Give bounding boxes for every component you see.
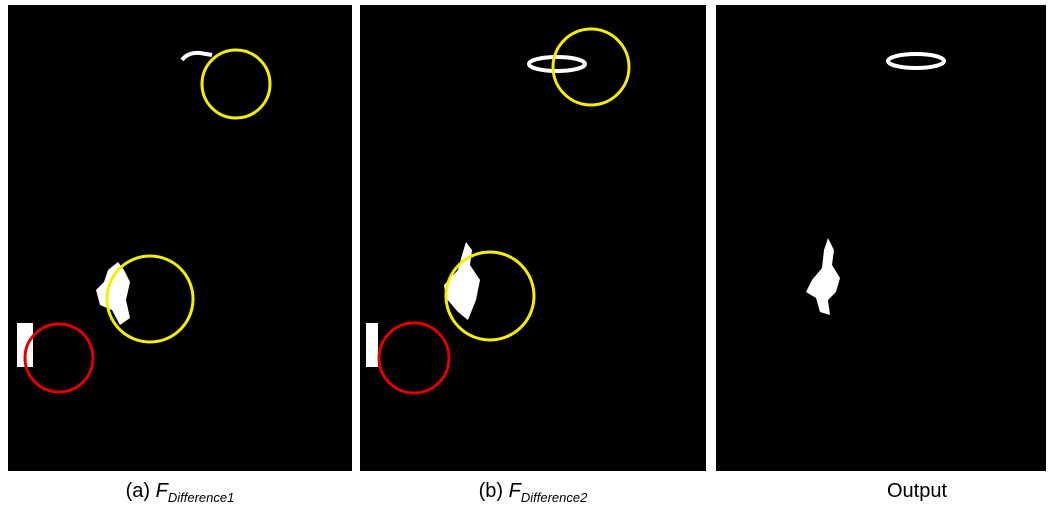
caption: (a) FDifference1: [10, 480, 350, 505]
caption-symbol: F: [509, 480, 521, 502]
caption-prefix: (a): [126, 480, 156, 502]
caption-subscript: Difference1: [168, 490, 234, 505]
separator: [706, 5, 716, 471]
caption-subscript: Difference2: [521, 490, 587, 505]
caption-prefix: (b): [479, 480, 509, 502]
caption-prefix: Output: [887, 480, 947, 502]
caption: Output: [747, 480, 1052, 503]
figure: (a) FDifference1 (b) FDifference2 Output: [0, 0, 1052, 507]
caption: (b) FDifference2: [363, 480, 703, 505]
caption-symbol: F: [156, 480, 168, 502]
background: [8, 5, 1046, 471]
blob: [366, 323, 378, 367]
separator: [352, 5, 360, 471]
image-strip: [0, 0, 1052, 475]
